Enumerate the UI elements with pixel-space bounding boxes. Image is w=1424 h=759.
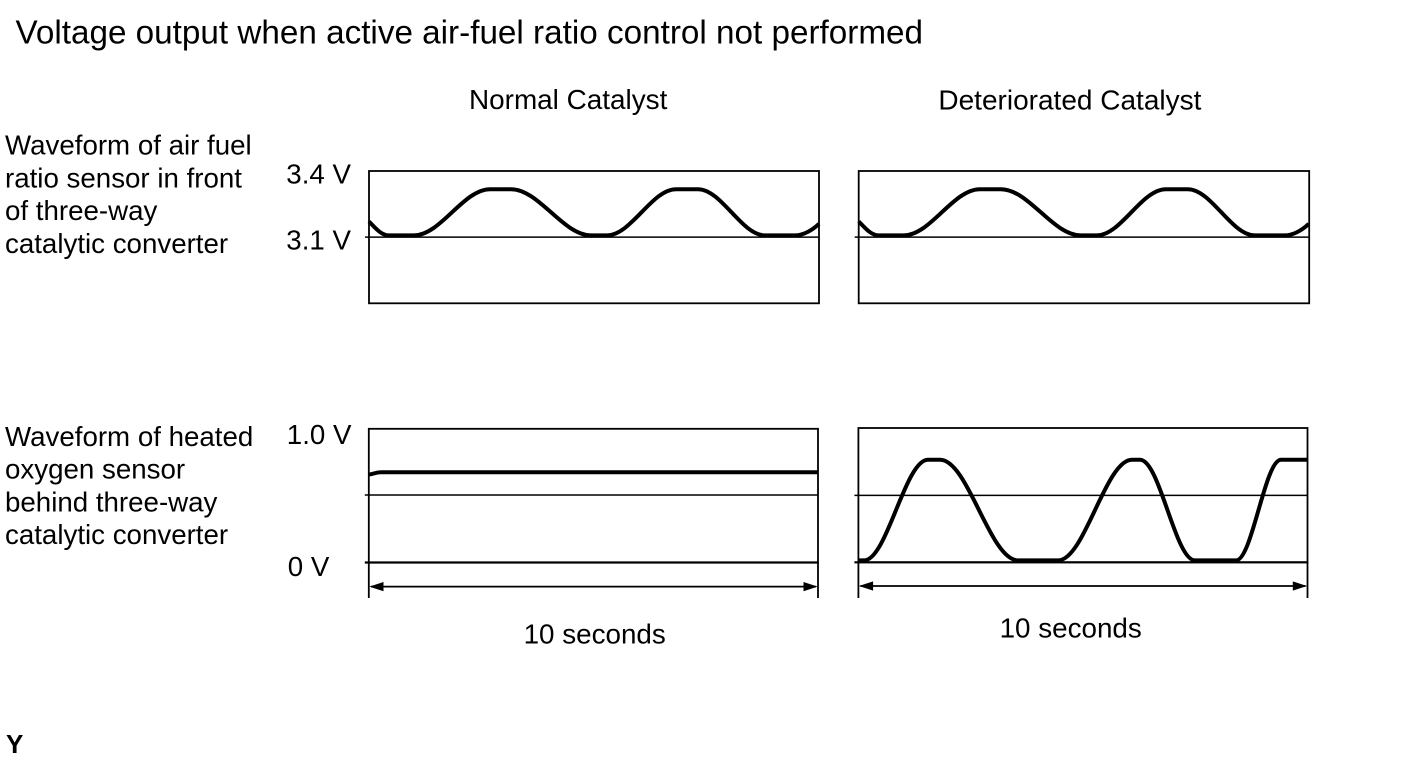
svg-text:catalytic converter: catalytic converter (5, 228, 228, 259)
svg-text:catalytic converter: catalytic converter (5, 519, 228, 550)
svg-text:ratio sensor in front: ratio sensor in front (5, 162, 242, 193)
svg-text:oxygen sensor: oxygen sensor (5, 454, 185, 485)
svg-text:of three-way: of three-way (5, 195, 158, 226)
svg-text:Deteriorated Catalyst: Deteriorated Catalyst (938, 84, 1201, 115)
svg-text:0 V: 0 V (288, 551, 330, 582)
svg-text:3.1 V: 3.1 V (286, 224, 351, 255)
svg-text:3.4 V: 3.4 V (286, 159, 351, 190)
svg-text:Voltage output when active air: Voltage output when active air-fuel rati… (16, 15, 924, 52)
svg-text:Y: Y (6, 729, 23, 759)
svg-text:10 seconds: 10 seconds (1000, 613, 1142, 644)
svg-text:behind three-way: behind three-way (5, 486, 218, 517)
svg-text:Waveform of heated: Waveform of heated (5, 421, 253, 452)
svg-text:Waveform of air fuel: Waveform of air fuel (5, 130, 252, 161)
svg-text:Normal Catalyst: Normal Catalyst (469, 84, 668, 115)
svg-text:10 seconds: 10 seconds (524, 619, 666, 650)
svg-text:1.0 V: 1.0 V (287, 419, 352, 450)
